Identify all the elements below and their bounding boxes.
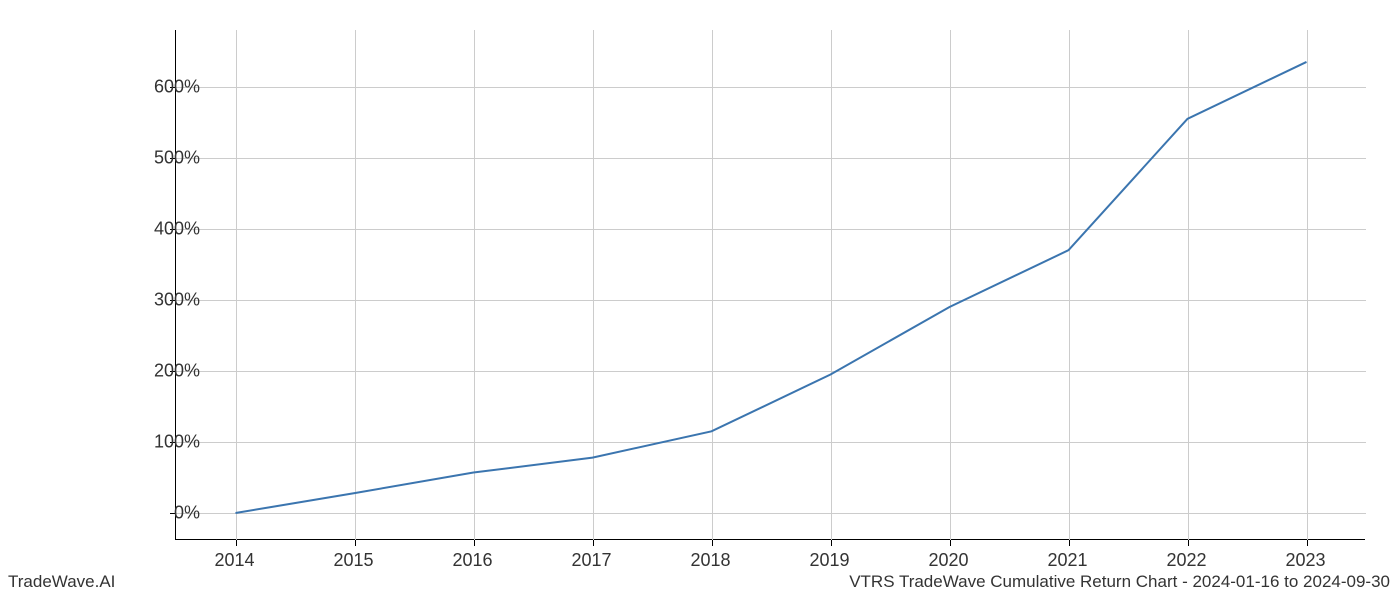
y-tick-label: 600% bbox=[154, 76, 200, 97]
x-tick-label: 2014 bbox=[214, 550, 254, 571]
x-tick bbox=[950, 540, 951, 546]
x-tick bbox=[1069, 540, 1070, 546]
chart-container: 2014201520162017201820192020202120222023 bbox=[175, 30, 1365, 540]
y-tick-label: 500% bbox=[154, 147, 200, 168]
x-tick bbox=[1188, 540, 1189, 546]
plot-area bbox=[175, 30, 1365, 540]
x-tick bbox=[1307, 540, 1308, 546]
x-tick bbox=[355, 540, 356, 546]
x-tick-label: 2016 bbox=[452, 550, 492, 571]
y-tick-label: 100% bbox=[154, 431, 200, 452]
x-tick-label: 2022 bbox=[1166, 550, 1206, 571]
y-tick-label: 0% bbox=[174, 503, 200, 524]
line-chart-svg bbox=[176, 30, 1366, 540]
y-tick-label: 200% bbox=[154, 360, 200, 381]
x-tick-label: 2019 bbox=[809, 550, 849, 571]
x-tick bbox=[831, 540, 832, 546]
y-tick-label: 400% bbox=[154, 218, 200, 239]
footer-left-brand: TradeWave.AI bbox=[8, 572, 115, 592]
footer-right-caption: VTRS TradeWave Cumulative Return Chart -… bbox=[849, 572, 1390, 592]
x-tick bbox=[236, 540, 237, 546]
x-tick-label: 2021 bbox=[1047, 550, 1087, 571]
x-tick-label: 2018 bbox=[690, 550, 730, 571]
x-tick-label: 2017 bbox=[571, 550, 611, 571]
x-tick-label: 2015 bbox=[333, 550, 373, 571]
x-tick bbox=[593, 540, 594, 546]
x-tick-label: 2020 bbox=[928, 550, 968, 571]
y-tick-label: 300% bbox=[154, 289, 200, 310]
cumulative-return-line bbox=[236, 62, 1307, 513]
x-tick bbox=[474, 540, 475, 546]
x-tick-label: 2023 bbox=[1285, 550, 1325, 571]
x-tick bbox=[712, 540, 713, 546]
